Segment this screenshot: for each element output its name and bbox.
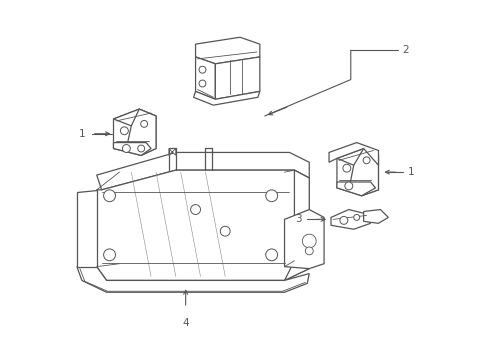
Polygon shape [284, 210, 324, 269]
Polygon shape [195, 37, 259, 64]
Circle shape [120, 127, 128, 135]
Polygon shape [113, 109, 156, 126]
Text: 4: 4 [182, 318, 188, 328]
Circle shape [265, 190, 277, 202]
Circle shape [305, 247, 313, 255]
Circle shape [199, 80, 205, 87]
Polygon shape [119, 172, 284, 276]
Polygon shape [113, 143, 151, 156]
Circle shape [342, 164, 350, 172]
Circle shape [344, 182, 352, 190]
Text: 1: 1 [407, 167, 414, 177]
Polygon shape [336, 148, 378, 165]
Circle shape [353, 215, 359, 220]
Circle shape [190, 204, 200, 215]
Circle shape [122, 145, 130, 152]
Polygon shape [97, 152, 308, 190]
Polygon shape [77, 267, 308, 292]
Circle shape [103, 249, 115, 261]
Circle shape [103, 190, 115, 202]
Polygon shape [97, 170, 308, 280]
Circle shape [339, 216, 347, 224]
Text: 2: 2 [401, 45, 408, 55]
Polygon shape [348, 148, 378, 196]
Polygon shape [336, 148, 378, 196]
Circle shape [141, 121, 147, 127]
Text: 3: 3 [294, 215, 301, 224]
Circle shape [265, 249, 277, 261]
Circle shape [302, 234, 316, 248]
Polygon shape [336, 182, 375, 196]
Polygon shape [126, 109, 156, 156]
Polygon shape [330, 210, 370, 229]
Text: 1: 1 [79, 129, 86, 139]
Polygon shape [193, 91, 259, 105]
Polygon shape [328, 143, 378, 165]
Circle shape [138, 145, 144, 152]
Circle shape [199, 66, 205, 73]
Polygon shape [168, 148, 175, 156]
Circle shape [220, 226, 230, 236]
Circle shape [363, 157, 369, 164]
Polygon shape [195, 57, 215, 99]
Polygon shape [77, 190, 97, 267]
Polygon shape [113, 109, 156, 156]
Polygon shape [363, 210, 387, 223]
Polygon shape [215, 57, 259, 99]
Polygon shape [284, 170, 308, 280]
